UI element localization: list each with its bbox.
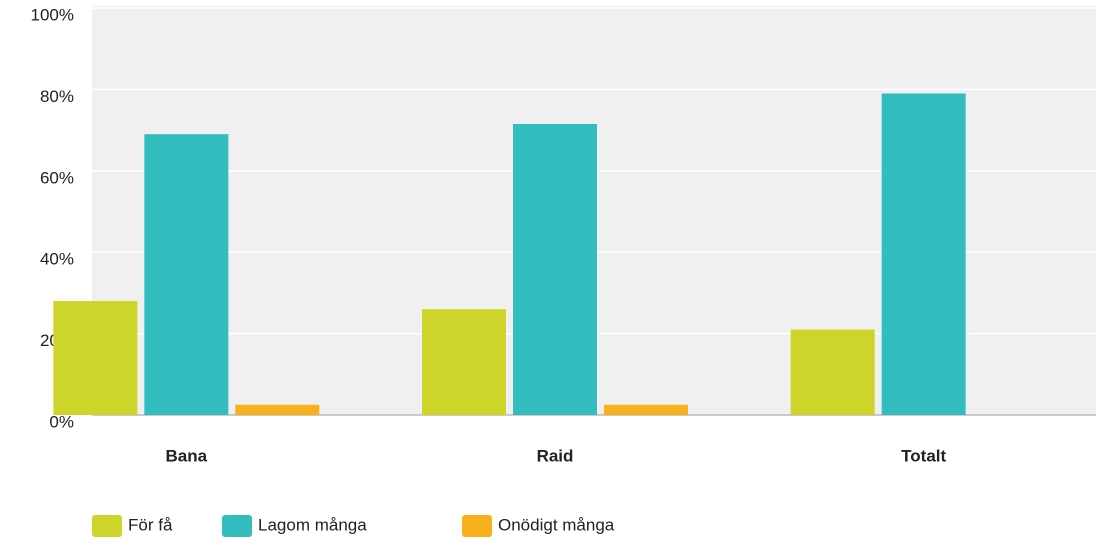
y-tick-label: 40% bbox=[40, 250, 74, 269]
legend-label: För få bbox=[128, 515, 173, 534]
legend-swatch bbox=[462, 515, 492, 537]
legend-label: Lagom många bbox=[258, 515, 367, 534]
legend-swatch bbox=[222, 515, 252, 537]
bar bbox=[144, 134, 229, 416]
y-tick-label: 0% bbox=[49, 412, 74, 431]
bar bbox=[422, 309, 506, 415]
bar bbox=[604, 404, 688, 415]
x-tick-label: Totalt bbox=[901, 446, 946, 465]
bar bbox=[513, 123, 597, 416]
legend-label: Onödigt många bbox=[498, 515, 615, 534]
legend-swatch bbox=[92, 515, 122, 537]
bar bbox=[790, 329, 875, 415]
y-tick-label: 80% bbox=[40, 87, 74, 106]
x-tick-label: Raid bbox=[537, 446, 574, 465]
bar bbox=[235, 404, 320, 415]
bar bbox=[881, 93, 966, 415]
y-tick-label: 60% bbox=[40, 168, 74, 187]
x-tick-label: Bana bbox=[166, 446, 208, 465]
bar bbox=[53, 301, 138, 415]
y-tick-label: 100% bbox=[31, 5, 74, 24]
